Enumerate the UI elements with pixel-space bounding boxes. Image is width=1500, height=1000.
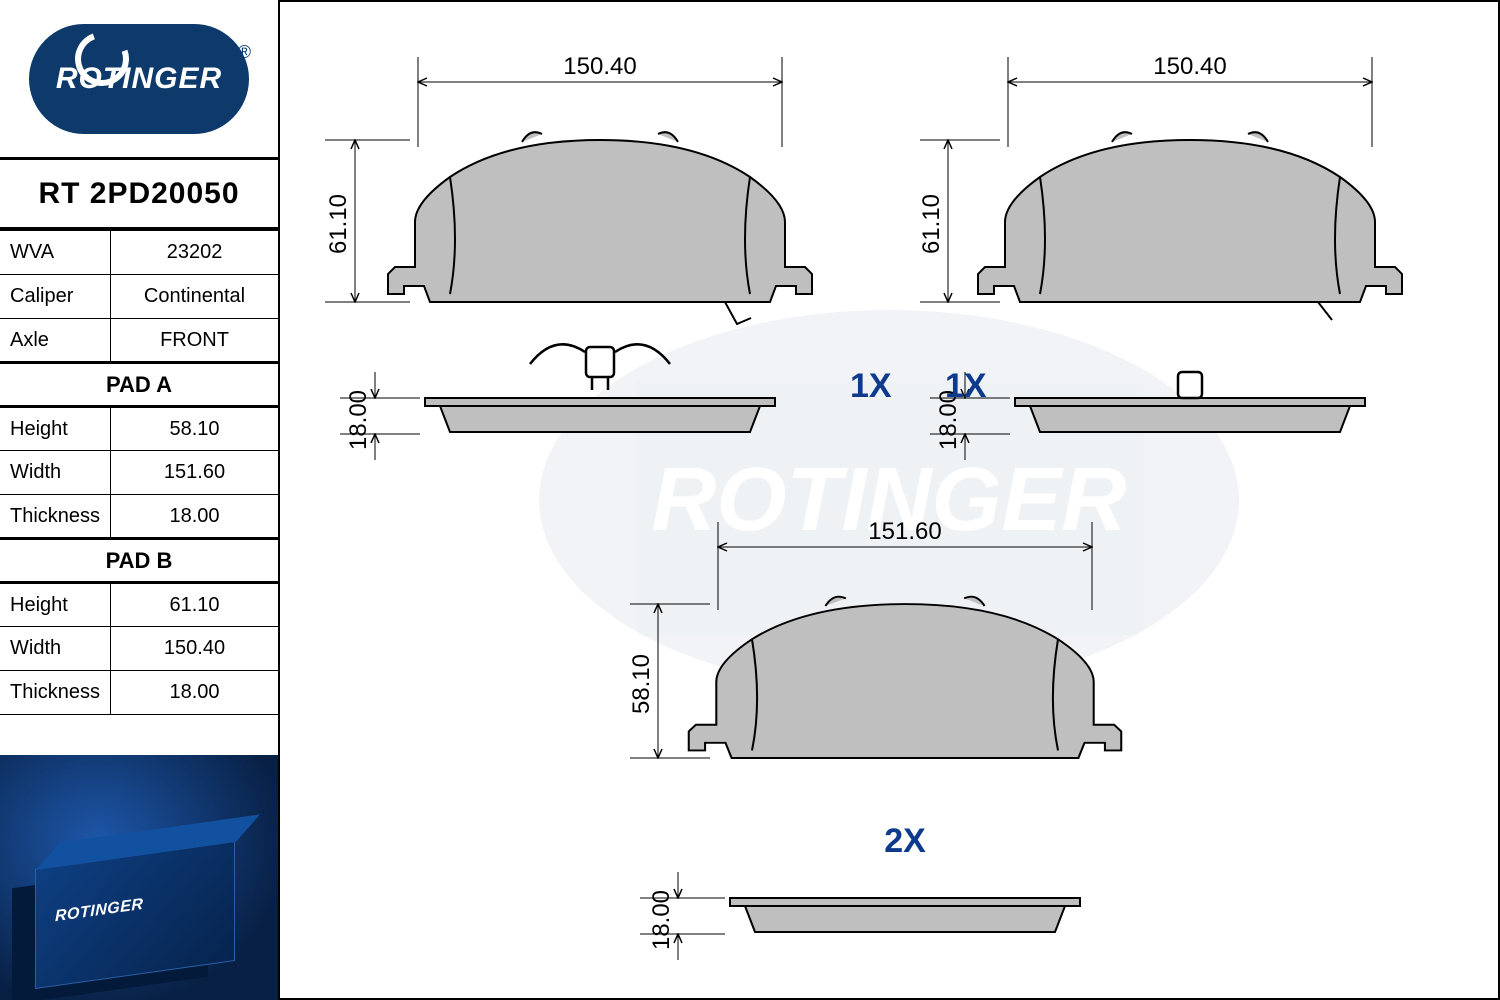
pad-top-right [978, 132, 1402, 320]
spec-label: Width [0, 451, 111, 495]
spec-label: Height [0, 407, 111, 451]
dim-label: 58.10 [628, 654, 655, 714]
pad-a-heading: PAD A [0, 363, 278, 407]
pad-a-height-row: Height 58.10 [0, 407, 278, 451]
dim-width-bottom: 151.60 [718, 518, 1092, 610]
spec-label: Thickness [0, 495, 111, 539]
product-box-image: ROTINGER [0, 755, 278, 1000]
spec-label: Caliper [0, 275, 111, 319]
technical-drawing-area: ROTINGER [280, 0, 1500, 1000]
spec-label: Height [0, 583, 111, 627]
spec-row-caliper: Caliper Continental [0, 275, 278, 319]
spec-label: Width [0, 627, 111, 671]
spec-table: WVA 23202 Caliper Continental Axle FRONT… [0, 230, 278, 715]
pad-b-width-row: Width 150.40 [0, 627, 278, 671]
pad-edge-top-left [425, 344, 775, 432]
spec-label: Thickness [0, 671, 111, 715]
spec-value: 61.10 [111, 583, 278, 627]
pad-edge-top-right [1015, 372, 1365, 432]
spec-value: 18.00 [111, 495, 278, 539]
drawing-svg: 150.40 61.10 18.00 1X [280, 2, 1500, 1000]
dim-thickness-top-left: 18.00 [340, 372, 420, 460]
dim-label: 61.10 [325, 194, 352, 254]
spec-value: FRONT [111, 319, 278, 363]
pad-a-width-row: Width 151.60 [0, 451, 278, 495]
spec-value: 23202 [111, 231, 278, 275]
spec-row-axle: Axle FRONT [0, 319, 278, 363]
pad-bottom [689, 597, 1121, 758]
dim-label: 18.00 [345, 390, 372, 450]
pad-top-left [388, 132, 812, 324]
spec-value: 151.60 [111, 451, 278, 495]
pad-a-thickness-row: Thickness 18.00 [0, 495, 278, 539]
pad-b-thickness-row: Thickness 18.00 [0, 671, 278, 715]
qty-label-top-right: 1X [945, 367, 987, 405]
pad-edge-bottom [730, 898, 1080, 932]
qty-label-bottom: 2X [884, 822, 926, 860]
spec-row-wva: WVA 23202 [0, 231, 278, 275]
pad-b-height-row: Height 61.10 [0, 583, 278, 627]
spec-value: 18.00 [111, 671, 278, 715]
dim-label: 61.10 [918, 194, 945, 254]
spec-label: Axle [0, 319, 111, 363]
dim-thickness-bottom: 18.00 [640, 872, 725, 960]
part-number: RT 2PD20050 [0, 160, 278, 230]
spec-value: 150.40 [111, 627, 278, 671]
dim-label: 150.40 [563, 53, 636, 80]
sidebar: ROTINGER ® RT 2PD20050 WVA 23202 Caliper… [0, 0, 280, 1000]
spec-label: WVA [0, 231, 111, 275]
pad-b-heading: PAD B [0, 539, 278, 583]
dim-width-top-left: 150.40 [418, 53, 782, 147]
dim-width-top-right: 150.40 [1008, 53, 1372, 147]
registered-mark: ® [238, 42, 251, 63]
dim-label: 150.40 [1153, 53, 1226, 80]
spec-value: 58.10 [111, 407, 278, 451]
brand-logo-cell: ROTINGER ® [0, 0, 278, 160]
brand-logo: ROTINGER ® [29, 24, 249, 134]
qty-label-top-left: 1X [850, 367, 892, 405]
dim-label: 18.00 [648, 890, 675, 950]
spec-value: Continental [111, 275, 278, 319]
dim-label: 151.60 [868, 518, 941, 545]
